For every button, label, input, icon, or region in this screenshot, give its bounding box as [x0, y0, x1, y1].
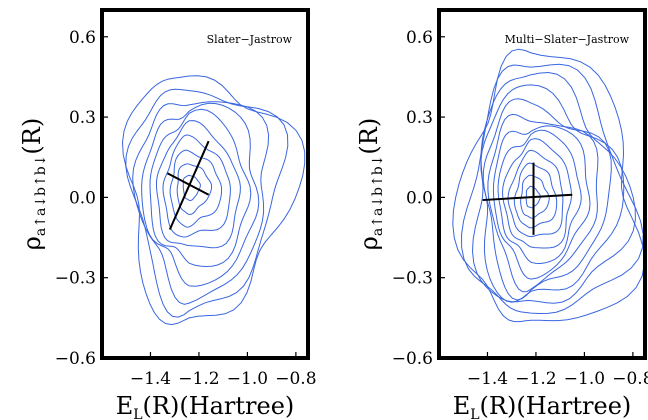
contour-line	[141, 102, 260, 287]
contour-line	[471, 71, 636, 304]
y-tick-label: 0.0	[406, 188, 433, 208]
principal-axis-1	[482, 193, 573, 202]
plot-frame	[437, 8, 647, 360]
contour-line	[461, 63, 644, 315]
y-tick-label: 0.0	[69, 188, 96, 208]
contour-group	[452, 48, 646, 323]
x-tick-label: −0.8	[612, 369, 648, 389]
contour-line	[125, 88, 289, 318]
y-tick-label: 0.3	[69, 108, 96, 128]
x-tick-label: −1.2	[515, 369, 556, 389]
y-tick-label: 0.3	[406, 108, 433, 128]
contour-line	[182, 174, 201, 202]
x-tick-label: −1.0	[564, 369, 605, 389]
x-axis-label: EL(R)(Hartree)	[116, 392, 295, 420]
y-axis-label: ρa↑a↓b↑b↓(R)	[355, 118, 386, 250]
x-tick-label: −1.0	[227, 369, 268, 389]
contour-line	[452, 48, 646, 323]
contour-line	[121, 75, 306, 326]
contour-line	[132, 101, 270, 305]
contour-line	[497, 129, 582, 265]
contour-line	[156, 120, 241, 249]
y-axis-label: ρa↑a↓b↑b↓(R)	[18, 118, 49, 250]
principal-axis-2	[168, 140, 210, 230]
y-tick-label: −0.3	[392, 269, 433, 289]
x-tick-label: −1.4	[130, 369, 171, 389]
y-tick-label: 0.6	[69, 28, 96, 48]
y-tick-label: 0.6	[406, 28, 433, 48]
y-tick-label: −0.6	[392, 349, 433, 369]
contour-group	[121, 75, 306, 326]
panel-annotation: Slater−Jastrow	[207, 33, 293, 46]
contour-line	[176, 163, 213, 216]
y-tick-label: −0.6	[55, 349, 96, 369]
contour-line	[480, 84, 625, 303]
x-tick-label: −1.4	[467, 369, 508, 389]
x-tick-label: −1.2	[178, 369, 219, 389]
panel-annotation: Multi−Slater−Jastrow	[505, 33, 630, 46]
contour-line	[169, 149, 223, 228]
contour-line	[501, 138, 572, 249]
contour-line	[507, 149, 564, 238]
plot-frame	[100, 8, 310, 360]
x-tick-label: −0.8	[275, 369, 316, 389]
contour-line	[149, 108, 252, 268]
panel-1: 0.6 0.3 0.0 −0.3 −0.6 −1.4 −1.2 −1.0 −0.8 Slater−…	[18, 8, 317, 420]
panel-2: 0.6 0.3 0.0 −0.3 −0.6 −1.4 −1.2 −1.0 −0.8 Multi−S…	[355, 8, 648, 420]
x-axis-label: EL(R)(Hartree)	[453, 392, 632, 420]
contour-line	[492, 125, 591, 280]
y-tick-label: −0.3	[55, 269, 96, 289]
principal-axis-1	[166, 172, 210, 196]
contour-line	[162, 134, 231, 238]
